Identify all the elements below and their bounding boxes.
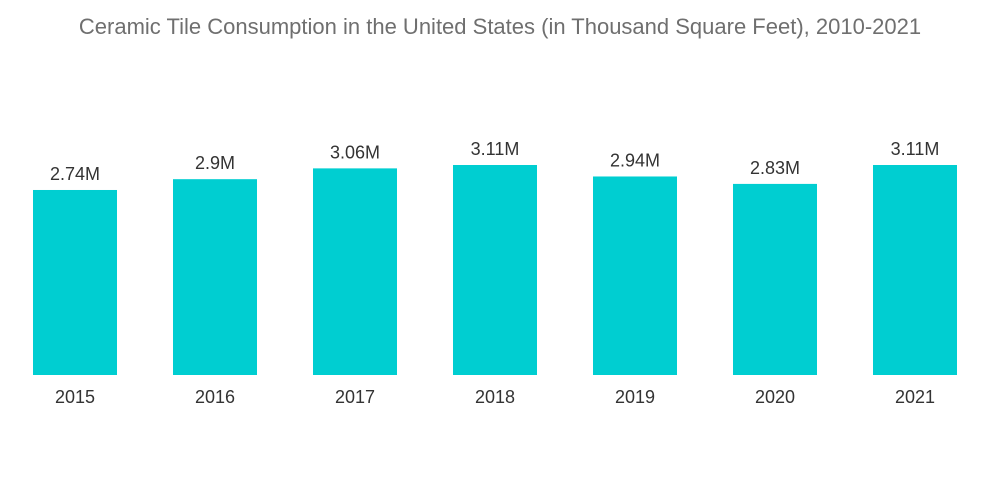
data-label-2018: 3.11M	[471, 139, 520, 159]
bar-2015	[33, 189, 117, 375]
data-label-2019: 2.94M	[610, 150, 660, 170]
x-tick-label-2021: 2021	[895, 387, 935, 407]
x-tick-label-2015: 2015	[55, 387, 95, 407]
bar-2021	[873, 165, 957, 375]
chart-title: Ceramic Tile Consumption in the United S…	[78, 14, 922, 39]
data-label-2016: 2.9M	[195, 153, 235, 173]
x-tick-label-2020: 2020	[755, 387, 795, 407]
bar-2017	[313, 168, 397, 375]
x-tick-label-2018: 2018	[475, 387, 515, 407]
x-tick-label-2019: 2019	[615, 387, 655, 407]
data-label-2020: 2.83M	[750, 158, 800, 178]
bars-group	[33, 165, 957, 375]
x-tick-label-2016: 2016	[195, 387, 235, 407]
data-labels-group: 2.74M 2.9M 3.06M 3.11M 2.94M 2.83M 3.11M	[50, 139, 939, 184]
data-label-2017: 3.06M	[330, 142, 380, 162]
bar-2019	[593, 176, 677, 375]
x-tick-labels-group: 2015 2016 2017 2018 2019 2020 2021	[55, 387, 935, 407]
bar-2018	[453, 165, 537, 375]
bar-2020	[733, 183, 817, 375]
bar-2016	[173, 179, 257, 375]
data-label-2021: 3.11M	[891, 139, 940, 159]
x-tick-label-2017: 2017	[335, 387, 375, 407]
data-label-2015: 2.74M	[50, 164, 100, 184]
